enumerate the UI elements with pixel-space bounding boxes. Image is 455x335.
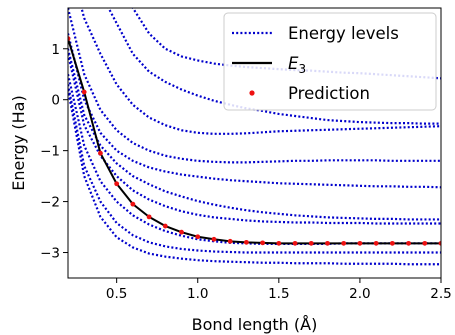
prediction-point — [438, 240, 441, 246]
plot-frame — [67, 7, 442, 279]
prediction-point — [422, 240, 428, 246]
prediction-point — [357, 240, 363, 246]
energy-level-line-3 — [80, 8, 441, 135]
prediction-point — [373, 240, 379, 246]
prediction-point — [406, 240, 411, 246]
prediction-point — [195, 234, 201, 240]
energy-level-line-6 — [68, 48, 441, 221]
legend: Energy levels E3 Prediction — [223, 12, 437, 111]
legend-label-e3: E3 — [288, 54, 306, 76]
e3-curve — [68, 38, 441, 245]
y-axis-label: Energy (Ha) — [9, 95, 28, 190]
prediction-point — [325, 240, 330, 246]
prediction-point — [81, 89, 87, 95]
x-tick-label: 2.5 — [430, 286, 451, 302]
prediction-point — [68, 36, 71, 41]
prediction-point — [146, 214, 152, 220]
prediction-layer — [68, 36, 441, 246]
x-tick-label: 1.0 — [187, 286, 208, 302]
y-tick-label: 1 — [51, 42, 60, 58]
legend-label-e3-main: E — [288, 54, 299, 73]
prediction-point — [130, 201, 136, 207]
x-tick-label: 1.5 — [268, 286, 289, 302]
energy-level-line-8 — [68, 73, 441, 245]
y-tick-label: −2 — [40, 195, 60, 211]
y-tick-label: −3 — [40, 246, 60, 262]
energy-level-line-4 — [68, 8, 441, 164]
prediction-point — [114, 181, 120, 187]
y-tick-label: −1 — [40, 144, 60, 160]
prediction-point — [260, 240, 266, 246]
x-tick-label: 0.5 — [106, 286, 127, 302]
prediction-point — [389, 240, 395, 246]
prediction-point — [227, 238, 233, 244]
prediction-point — [211, 236, 217, 242]
energy-level-line-10 — [68, 89, 441, 266]
legend-swatch-prediction — [249, 90, 255, 96]
energy-level-line-9 — [68, 84, 441, 254]
prediction-point — [341, 240, 347, 246]
legend-box — [223, 12, 437, 111]
y-tick-label: 0 — [51, 93, 60, 109]
prediction-point — [179, 229, 184, 235]
prediction-point — [98, 150, 103, 156]
legend-label-e3-subscript: 3 — [298, 62, 306, 76]
x-axis-label: Bond length (Å) — [192, 315, 318, 334]
prediction-point — [276, 240, 282, 246]
prediction-point — [243, 239, 249, 245]
legend-label-energy-levels: Energy levels — [288, 24, 399, 43]
ticks-layer: 0.5 1.0 1.5 2.0 2.5 −3 −2 −1 0 1 — [40, 42, 452, 302]
prediction-point — [162, 223, 168, 229]
prediction-point — [308, 240, 314, 246]
legend-label-prediction: Prediction — [288, 84, 370, 103]
energy-level-line-7 — [68, 53, 441, 225]
prediction-point — [292, 240, 298, 246]
x-tick-label: 2.0 — [349, 286, 370, 302]
